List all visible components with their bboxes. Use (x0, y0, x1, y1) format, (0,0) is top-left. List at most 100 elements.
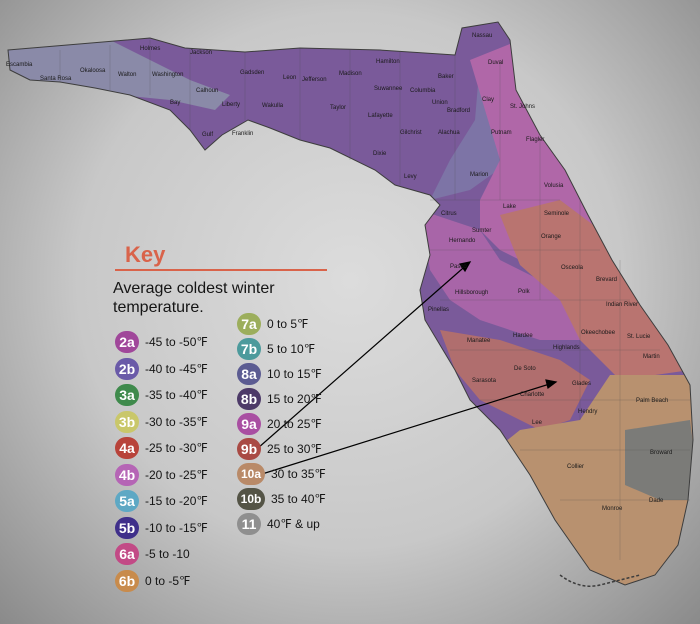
county-label: Marion (470, 172, 489, 178)
zone-badge: 5b (115, 516, 139, 539)
legend-item-6a: 6a -5 to -10 (115, 543, 190, 565)
legend-item-3b: 3b -30 to -35℉ (115, 410, 208, 433)
legend-item-2b: 2b -40 to -45℉ (115, 357, 208, 380)
zone-badge: 3a (115, 384, 139, 406)
zone-range: 15 to 20℉ (267, 392, 322, 406)
county-label: Collier (567, 464, 585, 470)
state-outline (7, 21, 694, 586)
county-label: Dixie (373, 151, 387, 157)
county-label: Hendry (578, 409, 598, 415)
zone-badge: 4b (115, 463, 139, 486)
county-label: Holmes (140, 46, 161, 52)
county-label: Orange (541, 234, 562, 240)
zone-badge: 4a (115, 437, 139, 459)
zone-badge: 2b (115, 357, 139, 380)
zone-9b-region (500, 200, 690, 380)
county-label: Nassau (472, 33, 493, 39)
county-label: De Soto (514, 366, 536, 372)
county-label: Columbia (410, 88, 436, 94)
county-label: Escambia (6, 62, 33, 68)
county-label: Lafayette (368, 113, 393, 119)
legend-item-5a: 5a -15 to -20℉ (115, 490, 208, 512)
zone-badge: 9b (237, 438, 261, 460)
county-label: Taylor (330, 105, 347, 111)
zone-range: -35 to -40℉ (145, 388, 208, 402)
county-label: St. Johns (510, 104, 536, 110)
county-label: Wakulla (262, 103, 284, 109)
zone-range: 0 to -5℉ (145, 573, 191, 588)
zone-badge: 6a (115, 543, 139, 565)
county-label: Glades (572, 381, 592, 387)
county-label: Manatee (467, 338, 491, 344)
zone-range: 30 to 35℉ (271, 467, 326, 481)
county-label: Bradford (447, 108, 471, 114)
zone-badge: 8b (237, 388, 261, 410)
zone-9a-region-south (420, 210, 580, 340)
county-label: Gulf (202, 132, 214, 138)
zone-range: 10 to 15℉ (267, 367, 322, 381)
county-label: Lee (532, 420, 543, 426)
county-label: Union (432, 100, 448, 106)
county-label: Baker (438, 74, 454, 80)
county-label: Walton (118, 72, 137, 78)
zone-badge: 9a (237, 413, 261, 435)
county-label: Citrus (441, 211, 457, 217)
zone-badge: 11 (237, 513, 261, 535)
county-label: Calhoun (196, 88, 219, 94)
zone-badge: 8a (237, 363, 261, 385)
zone-range: 0 to 5℉ (267, 317, 309, 331)
county-label: Suwannee (374, 86, 403, 92)
county-label: Jackson (190, 50, 213, 56)
legend-item-4b: 4b -20 to -25℉ (115, 463, 208, 486)
zone-badge: 6b (115, 569, 139, 592)
county-label: Pinellas (428, 307, 450, 313)
county-label: Franklin (232, 131, 254, 137)
zone-range: 40℉ & up (267, 517, 320, 531)
key-title: Key (125, 242, 166, 267)
legend-item-10a: 10a 30 to 35℉ (237, 463, 326, 485)
county-label: Gadsden (240, 70, 265, 76)
county-label: Okeechobee (581, 330, 616, 336)
arrow-9a (257, 261, 471, 449)
county-label: Alachua (438, 130, 460, 136)
county-label: Gilchrist (400, 130, 422, 136)
legend-item-7b: 7b 5 to 10℉ (237, 338, 315, 360)
county-label: Hillsborough (455, 290, 489, 296)
county-label: Duval (488, 60, 504, 66)
county-label: Sumter (472, 228, 492, 234)
zone-badge: 3b (115, 410, 139, 433)
zone-badge: 2a (115, 331, 139, 353)
county-label: Broward (650, 450, 673, 456)
legend-item-8b: 8b 15 to 20℉ (237, 388, 322, 410)
legend-item-11: 11 40℉ & up (237, 513, 320, 535)
county-label: Pasco (450, 264, 467, 270)
county-label: Monroe (602, 506, 623, 512)
legend-item-3a: 3a -35 to -40℉ (115, 384, 208, 406)
zone-range: -30 to -35℉ (145, 414, 208, 429)
county-label: St. Lucie (627, 334, 651, 340)
zone-range: 35 to 40℉ (271, 492, 326, 506)
zone-10b-region (625, 420, 693, 500)
arrow-9b (261, 381, 557, 475)
zone-9b-region-west (440, 330, 590, 430)
zone-badge: 10a (237, 463, 265, 485)
county-label: Polk (518, 289, 530, 295)
zone-range: -20 to -25℉ (145, 467, 208, 482)
zone-range: -10 to -15℉ (145, 520, 208, 535)
county-label: Hamilton (376, 59, 400, 65)
county-label: Brevard (596, 277, 618, 283)
county-label: Palm Beach (636, 398, 669, 404)
legend-item-2a: 2a -45 to -50℉ (115, 331, 208, 353)
county-label: Lake (503, 204, 517, 210)
zone-range: 25 to 30℉ (267, 442, 322, 456)
zone-pointer-arrows (257, 261, 558, 475)
zone-range: -15 to -20℉ (145, 494, 208, 508)
zone-range: -25 to -30℉ (145, 441, 208, 455)
legend-item-6b: 6b 0 to -5℉ (115, 569, 191, 592)
county-label: Flagler (526, 137, 545, 143)
zone-badge: 10b (237, 488, 265, 510)
county-label: Hardee (513, 333, 533, 339)
arrow-9a-head (458, 261, 472, 273)
zone-range: -45 to -50℉ (145, 335, 208, 349)
